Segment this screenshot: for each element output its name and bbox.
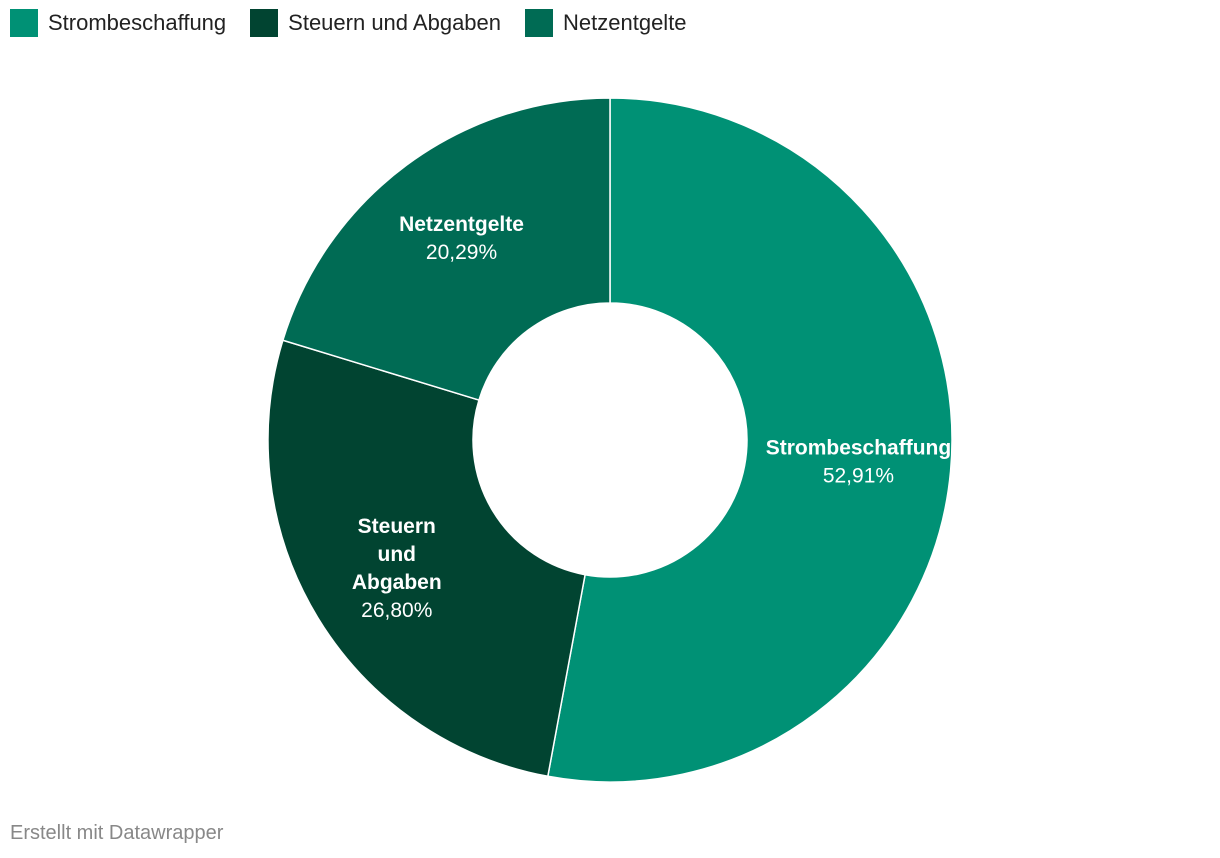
slice-label-name: Netzentgelte xyxy=(399,213,524,236)
slice-label-strombeschaffung: Strombeschaffung 52,91% xyxy=(766,436,952,487)
slice-label-value: 52,91% xyxy=(823,464,894,487)
legend-item-netzentgelte: Netzentgelte xyxy=(525,9,687,37)
slice-label-name: Strombeschaffung xyxy=(766,436,952,459)
slice-label-value: 20,29% xyxy=(426,241,497,264)
legend-item-strombeschaffung: Strombeschaffung xyxy=(10,9,226,37)
legend-swatch xyxy=(250,9,279,37)
slice-label-name: Steuern xyxy=(358,515,436,538)
credit-text: Erstellt mit Datawrapper xyxy=(10,822,224,844)
slice-label-netzentgelte: Netzentgelte 20,29% xyxy=(399,213,524,264)
slice-strombeschaffung xyxy=(546,97,953,783)
legend-label: Netzentgelte xyxy=(563,10,687,35)
slice-label-value: 26,80% xyxy=(361,599,432,622)
legend: Strombeschaffung Steuern und Abgaben Net… xyxy=(10,9,711,37)
legend-item-steuern-und-abgaben: Steuern und Abgaben xyxy=(250,9,501,37)
legend-label: Strombeschaffung xyxy=(48,10,227,35)
legend-swatch xyxy=(525,9,554,37)
slice-label-name: Abgaben xyxy=(352,571,442,594)
slice-label-name: und xyxy=(378,543,416,566)
slice-label-steuern-und-abgaben: Steuern und Abgaben 26,80% xyxy=(352,515,442,622)
slice-netzentgelte xyxy=(281,97,611,401)
slice-steuern-und-abgaben xyxy=(267,339,586,778)
legend-label: Steuern und Abgaben xyxy=(288,10,502,35)
legend-swatch xyxy=(10,9,38,37)
